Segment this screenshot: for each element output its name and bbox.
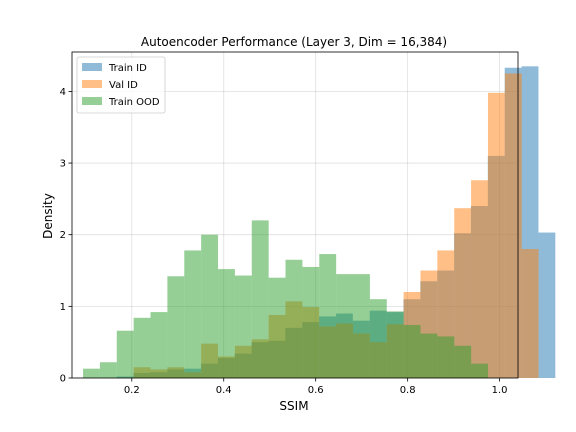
histogram-bar [150,312,168,378]
x-tick-label: 0.4 [216,385,232,396]
histogram-bar [437,336,455,378]
histogram-bar [471,363,489,378]
y-tick-label: 0 [60,374,66,385]
histogram-bar [218,269,235,378]
histogram-bar [386,311,404,378]
y-tick-label: 1 [60,302,66,313]
histogram-bar [369,299,387,378]
legend-swatch [82,97,102,105]
legend: Train ID Val ID Train OOD [76,56,166,114]
histogram-bar [538,232,556,378]
y-axis: 0 1 2 3 4 [60,87,72,385]
series-train-ood [83,220,489,378]
histogram-bar [234,275,252,378]
y-tick-label: 4 [60,87,66,98]
x-axis-label: SSIM [279,399,308,413]
histogram-bar [201,234,219,378]
y-axis-label: Density [41,193,55,239]
legend-label: Val ID [109,80,138,91]
y-tick-label: 3 [60,159,66,170]
histogram-bar [319,254,337,378]
histogram-bar [184,250,202,378]
histogram-bar [99,362,117,378]
histogram-bar [167,276,185,378]
histogram-bars [83,66,556,378]
x-axis: 0.2 0.4 0.6 0.8 1.0 [124,378,508,396]
legend-label: Train ID [108,63,147,74]
histogram-bar [268,277,286,378]
plot-frame [71,51,519,379]
histogram-bar [504,73,522,378]
histogram-bar [403,324,421,378]
histogram-bar [116,330,134,378]
histogram-bar [471,180,488,378]
legend-label: Train OOD [108,97,160,108]
y-tick-label: 2 [60,230,66,241]
x-tick-label: 0.2 [124,385,140,396]
histogram-bar [521,249,539,378]
histogram-bar [302,266,320,378]
histogram-bar [133,317,151,378]
x-tick-label: 1.0 [492,385,508,396]
x-tick-label: 0.8 [400,385,416,396]
chart-title: Autoencoder Performance (Layer 3, Dim = … [141,35,447,49]
histogram-bar [285,259,303,378]
x-tick-label: 0.6 [308,385,324,396]
histogram-bar [83,368,100,378]
histogram-bar [454,345,472,378]
histogram-bar [420,333,438,378]
histogram-bar [353,274,370,378]
legend-swatch [82,63,102,71]
histogram-bar [336,274,354,378]
histogram-bar [487,92,505,378]
histogram-bar [251,220,269,378]
legend-swatch [82,80,102,88]
histogram-bar [454,208,472,378]
